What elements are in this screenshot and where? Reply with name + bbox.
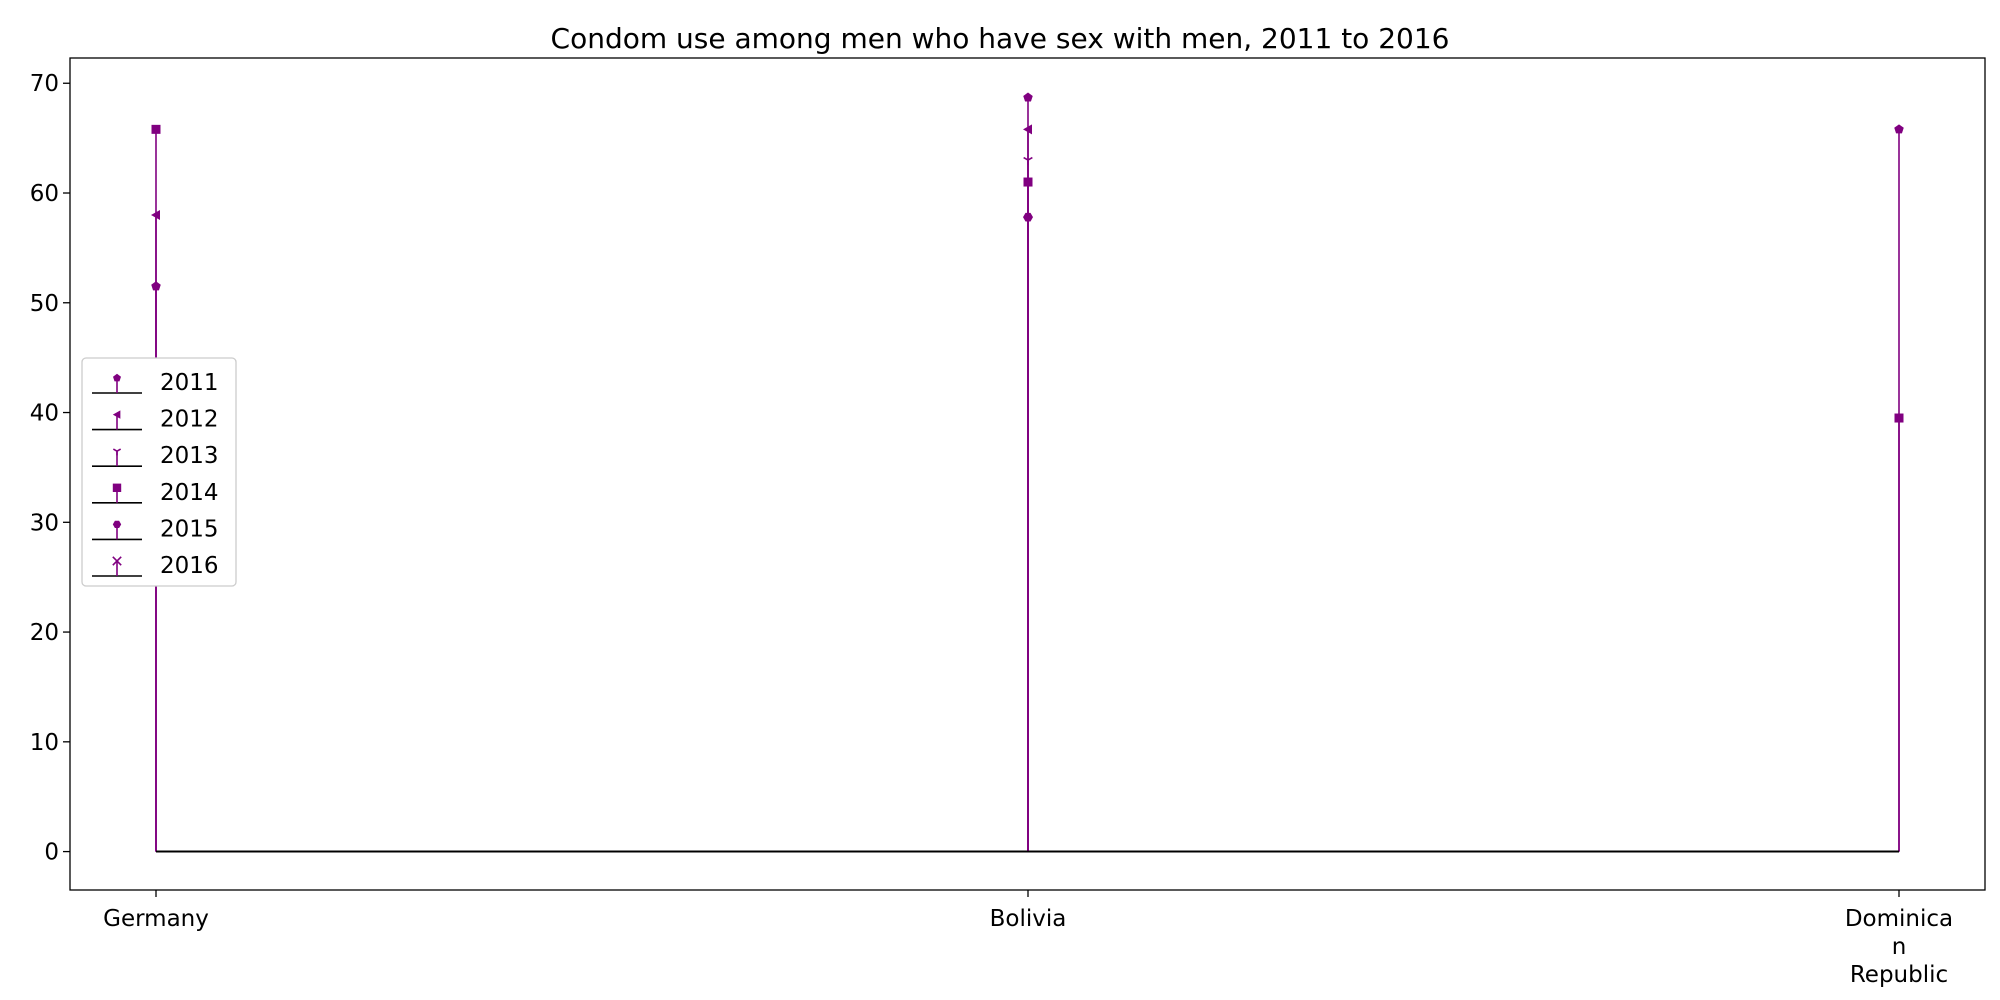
legend-label: 2011 — [160, 370, 219, 396]
legend-label: 2013 — [160, 443, 219, 469]
stems — [151, 92, 1904, 853]
stem-marker — [151, 209, 160, 220]
stem-marker — [1023, 177, 1033, 187]
stem-marker — [1023, 124, 1032, 135]
x-tick-label: Germany — [103, 906, 209, 932]
legend-marker — [112, 556, 122, 566]
legend-item: 2013 — [92, 443, 219, 469]
legend-item: 2011 — [92, 370, 219, 396]
y-tick-label: 60 — [30, 181, 59, 207]
x-tick-label: Republic — [1850, 962, 1948, 988]
legend-marker — [112, 448, 122, 456]
stem-marker — [151, 124, 161, 134]
stem-marker — [1894, 124, 1904, 134]
legend-marker — [112, 410, 121, 419]
y-tick-label: 10 — [30, 730, 59, 756]
legend-item: 2014 — [92, 480, 219, 506]
y-tick-label: 40 — [30, 401, 59, 427]
series-2015 — [156, 217, 1899, 853]
legend-item: 2012 — [92, 407, 219, 433]
y-tick-label: 50 — [30, 291, 59, 317]
legend-marker — [113, 373, 121, 382]
legend-marker — [112, 520, 122, 529]
legend-box — [81, 357, 237, 587]
chart-title: Condom use among men who have sex with m… — [551, 22, 1450, 55]
stem-marker — [1023, 156, 1033, 166]
y-tick-label: 20 — [30, 620, 59, 646]
y-tick-label: 0 — [44, 840, 59, 866]
legend-item: 2016 — [92, 553, 219, 579]
y-tick-label: 30 — [30, 510, 59, 536]
x-tick-label: Bolivia — [990, 906, 1067, 932]
legend-label: 2012 — [160, 407, 219, 433]
legend-label: 2015 — [160, 516, 219, 542]
x-tick-label: Dominica — [1845, 906, 1953, 932]
legend-label: 2014 — [160, 480, 219, 506]
x-tick-label: n — [1892, 934, 1907, 960]
legend-label: 2016 — [160, 553, 219, 579]
y-axis: 0 10 20 30 40 50 60 70 — [30, 71, 70, 866]
stem-marker — [1023, 92, 1033, 102]
y-tick-label: 70 — [30, 71, 59, 97]
legend: 2011 2012 2013 2014 2015 2016 — [81, 357, 237, 587]
stem-marker — [1023, 212, 1033, 222]
stem-marker — [151, 281, 161, 291]
stem-marker — [1894, 413, 1904, 423]
legend-item: 2015 — [92, 516, 219, 542]
legend-marker — [112, 483, 122, 492]
